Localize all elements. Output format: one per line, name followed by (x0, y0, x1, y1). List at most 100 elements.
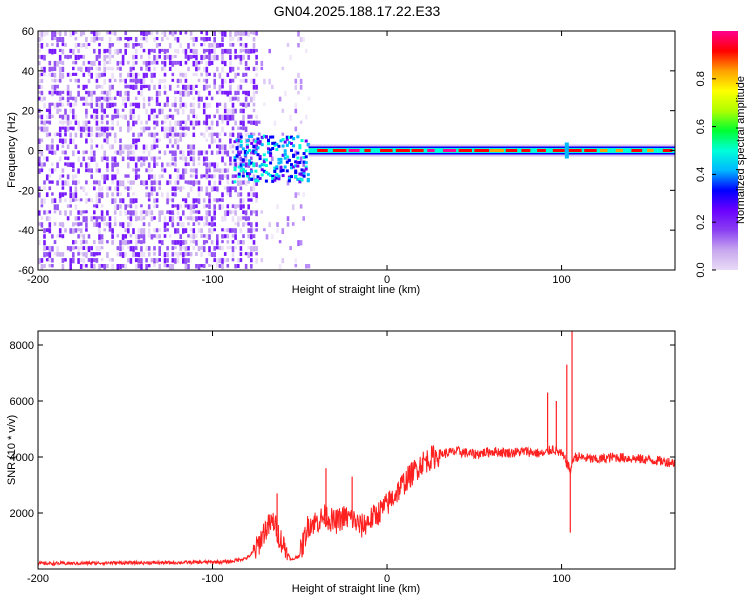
spectrogram-cell (124, 234, 127, 239)
steady-line-spike (564, 142, 569, 159)
spectrogram-cell (197, 120, 201, 126)
spectrogram-cell (56, 108, 59, 114)
steady-line-core (537, 149, 546, 152)
spectrogram-cell (108, 78, 112, 83)
spectrogram-cell (129, 114, 133, 120)
spectrogram-cell (72, 168, 75, 172)
spectrogram-cell (262, 160, 266, 164)
spectrogram-cell (200, 234, 203, 238)
spectrogram-cell (147, 114, 151, 121)
spectrogram-cell (166, 162, 169, 167)
spectrogram-cell (64, 228, 67, 233)
spectrogram-cell (100, 264, 104, 268)
spectrogram-cell (106, 222, 109, 227)
spectrogram-cell (229, 84, 232, 91)
spectrogram-cell (155, 132, 159, 136)
spectrogram-cell (166, 114, 169, 120)
spectrogram-cell (247, 31, 250, 37)
spectrogram-cell (66, 114, 70, 121)
spectrogram-cell (43, 54, 46, 61)
spectrogram-cell (210, 60, 214, 66)
spectrogram-cell (231, 162, 235, 166)
spectrogram-cell (111, 43, 114, 47)
spectrogram-cell (250, 150, 253, 155)
spectrogram-cell (248, 177, 252, 181)
spectrogram-cell (226, 90, 230, 97)
colorbar-tick-label: 0.4 (695, 167, 707, 182)
spectrogram-cell (95, 114, 99, 120)
spectrogram-cell (262, 134, 266, 138)
spectrogram-cell (205, 168, 209, 175)
spectrogram-cell (95, 216, 99, 222)
spectrogram-cell (119, 204, 122, 209)
spectrogram-cell (208, 54, 211, 61)
spectrogram-cell (38, 186, 41, 191)
spectrogram-cell (239, 78, 243, 83)
spectrogram-cell (171, 102, 175, 107)
spectrogram-cell (189, 90, 193, 95)
spectrogram-cell (111, 54, 114, 58)
spectrogram-cell (82, 43, 86, 48)
spectrogram-cell (286, 222, 290, 227)
spectrogram-cell (292, 137, 296, 141)
spectrogram-cell (95, 132, 99, 138)
spectrogram-cell (158, 102, 161, 107)
spectrogram-cell (213, 228, 216, 232)
steady-line-core (332, 149, 347, 152)
spectrogram-cell (155, 204, 159, 208)
spectrogram-cell (74, 228, 78, 233)
spectrogram-cell (127, 72, 130, 78)
spectrogram-cell (273, 174, 277, 180)
spectrogram-cell (153, 258, 156, 264)
spectrogram-cell (202, 198, 206, 203)
spectrogram-cell (223, 78, 227, 84)
spectrogram-cell (221, 37, 224, 43)
spectrogram-cell (38, 138, 41, 145)
spectrogram-cell (226, 210, 230, 216)
spectrogram-cell (155, 102, 159, 107)
spectrogram-cell (147, 192, 151, 198)
spectrogram-cell (281, 228, 285, 235)
spectrogram-cell (189, 144, 193, 151)
spectrogram-cell (147, 228, 151, 234)
spectrogram-cell (137, 264, 141, 269)
spectrogram-cell (103, 54, 106, 61)
spectrogram-cell (82, 54, 86, 60)
spectrogram-cell (202, 120, 206, 125)
spectrogram-cell (168, 138, 172, 144)
spectrogram-cell (66, 174, 70, 180)
spectrogram-cell (158, 216, 161, 222)
spectrogram-cell (242, 180, 245, 185)
spectrogram-cell (147, 210, 151, 216)
spectrogram-cell (187, 66, 190, 72)
spectrogram-cell (216, 162, 219, 168)
spectrogram-cell (205, 222, 209, 226)
spectrogram-cell (140, 252, 143, 257)
spectrogram-cell (155, 144, 159, 148)
spectrogram-cell (195, 180, 198, 185)
spectrogram-cell (269, 152, 273, 156)
spectrogram-cell (302, 152, 306, 155)
spectrogram-cell (226, 264, 230, 268)
spectrogram-cell (192, 37, 196, 43)
spectrogram-cell (100, 192, 104, 199)
spectrogram-cell (90, 102, 93, 109)
spectrogram-cell (61, 222, 65, 228)
steady-line-core (552, 149, 565, 152)
spectrogram-cell (69, 162, 72, 168)
spectrogram-cell (93, 180, 96, 185)
spectrogram-cell (111, 96, 114, 101)
spectrogram-cell (85, 246, 88, 251)
spectrogram-cell (161, 210, 164, 215)
spectrogram-cell (69, 258, 72, 264)
spectrogram-cell (129, 216, 133, 222)
spectrogram-cell (106, 174, 109, 181)
spectrogram-cell (103, 114, 106, 119)
spectrogram-cell (210, 132, 214, 139)
spectrogram-cell (176, 37, 180, 43)
spectrogram-cell (58, 198, 62, 203)
spectrogram-cell (113, 78, 117, 83)
spectrogram-cell (58, 60, 62, 65)
spectrogram-cell (184, 54, 188, 59)
spectrogram-cell (234, 222, 237, 226)
